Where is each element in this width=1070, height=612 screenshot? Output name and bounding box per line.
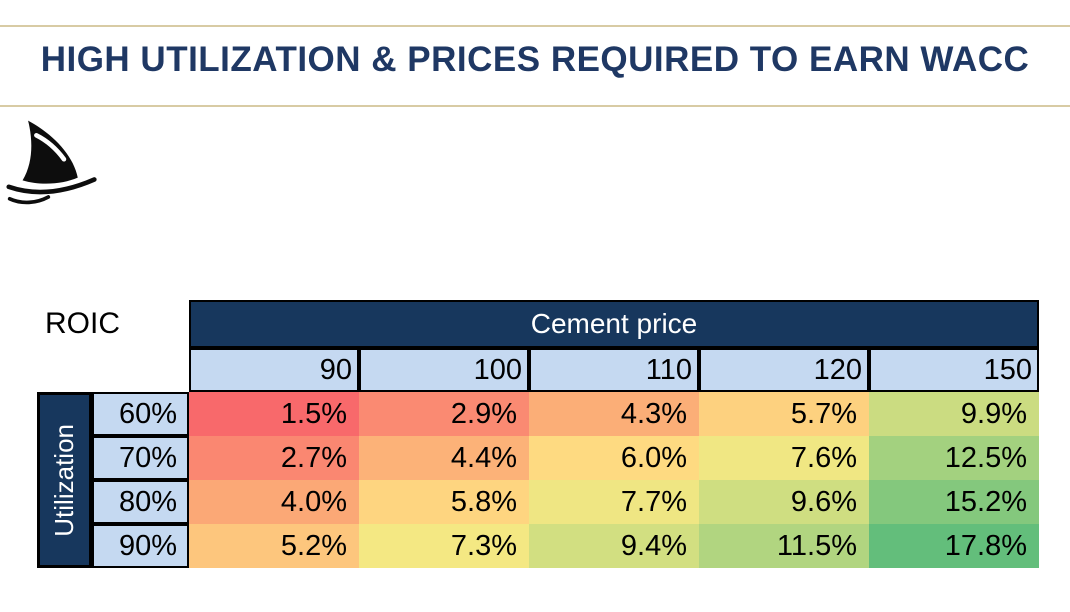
title-divider: [0, 105, 1070, 107]
heatmap-cell-r0c2: 4.3%: [529, 392, 699, 436]
heatmap-cell-r2c4: 15.2%: [869, 480, 1039, 524]
column-header-90: 90: [189, 348, 359, 392]
heatmap-cell-r0c1: 2.9%: [359, 392, 529, 436]
row-group-header-utilization: Utilization: [37, 392, 92, 568]
top-divider: [0, 25, 1070, 27]
column-header-110: 110: [529, 348, 699, 392]
heatmap-cell-r0c4: 9.9%: [869, 392, 1039, 436]
heatmap-cell-r2c2: 7.7%: [529, 480, 699, 524]
heatmap-cell-r1c4: 12.5%: [869, 436, 1039, 480]
row-group-header-label: Utilization: [49, 423, 79, 537]
roic-heatmap-table: ROIC Cement price Utilization 90 100 110 12…: [37, 300, 1039, 568]
heatmap-cell-r3c0: 5.2%: [189, 524, 359, 568]
heatmap-cell-r2c3: 9.6%: [699, 480, 869, 524]
heatmap-cell-r1c2: 6.0%: [529, 436, 699, 480]
heatmap-cell-r1c3: 7.6%: [699, 436, 869, 480]
heatmap-cell-r0c0: 1.5%: [189, 392, 359, 436]
corner-label-roic: ROIC: [45, 307, 120, 340]
heatmap-cell-r2c0: 4.0%: [189, 480, 359, 524]
row-header-70%: 70%: [92, 436, 189, 480]
heatmap-cell-r3c3: 11.5%: [699, 524, 869, 568]
row-header-80%: 80%: [92, 480, 189, 524]
column-header-120: 120: [699, 348, 869, 392]
heatmap-cell-r1c1: 4.4%: [359, 436, 529, 480]
heatmap-cell-r1c0: 2.7%: [189, 436, 359, 480]
column-header-150: 150: [869, 348, 1039, 392]
heatmap-cell-r3c4: 17.8%: [869, 524, 1039, 568]
heatmap-cell-r2c1: 5.8%: [359, 480, 529, 524]
slide-title: HIGH UTILIZATION & PRICES REQUIRED TO EA…: [40, 40, 1030, 79]
heatmap-cell-r3c2: 9.4%: [529, 524, 699, 568]
heatmap-cell-r3c1: 7.3%: [359, 524, 529, 568]
row-header-60%: 60%: [92, 392, 189, 436]
row-header-90%: 90%: [92, 524, 189, 568]
column-header-100: 100: [359, 348, 529, 392]
shark-fin-logo-icon: [6, 120, 97, 205]
heatmap-cell-r0c3: 5.7%: [699, 392, 869, 436]
column-group-header-cement-price: Cement price: [189, 300, 1039, 348]
